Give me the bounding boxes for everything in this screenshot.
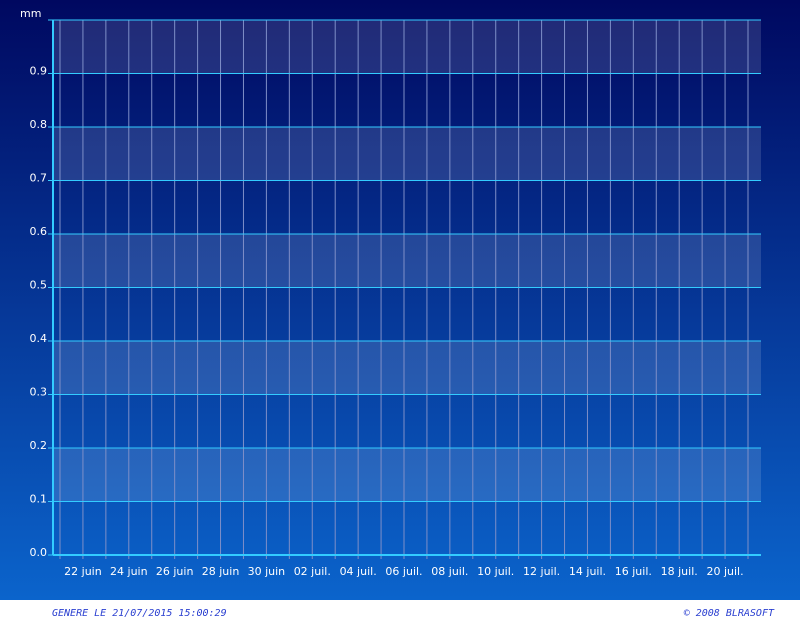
x-tick-label: 14 juil. <box>569 565 606 578</box>
x-tick-label: 08 juil. <box>431 565 468 578</box>
x-tick-label: 06 juil. <box>385 565 422 578</box>
x-tick-label: 10 juil. <box>477 565 514 578</box>
band <box>53 341 761 395</box>
y-tick-label: 0.7 <box>30 172 48 185</box>
x-tick-label: 30 juin <box>248 565 286 578</box>
y-axis-label: mm <box>20 7 41 20</box>
x-tick-label: 16 juil. <box>615 565 652 578</box>
generated-date: GENERE LE 21/07/2015 15:00:29 <box>52 608 227 619</box>
y-tick-label: 0.5 <box>30 279 48 292</box>
x-tick-label: 18 juil. <box>661 565 698 578</box>
band <box>53 502 761 556</box>
band <box>53 181 761 235</box>
x-tick-label: 24 juin <box>110 565 148 578</box>
band <box>53 20 761 74</box>
band <box>53 288 761 342</box>
copyright: © 2008 BLRASOFT <box>684 608 775 619</box>
y-tick-label: 0.0 <box>30 546 48 559</box>
y-tick-label: 0.3 <box>30 386 48 399</box>
x-tick-label: 26 juin <box>156 565 194 578</box>
x-tick-label: 20 juil. <box>706 565 743 578</box>
x-tick-label: 04 juil. <box>340 565 377 578</box>
y-tick-label: 0.8 <box>30 118 48 131</box>
background <box>0 0 800 600</box>
y-tick-label: 0.4 <box>30 332 48 345</box>
band <box>53 74 761 128</box>
y-tick-label: 0.9 <box>30 65 48 78</box>
x-tick-label: 12 juil. <box>523 565 560 578</box>
band <box>53 395 761 449</box>
x-tick-label: 22 juin <box>64 565 102 578</box>
footer-bar <box>0 600 800 630</box>
band <box>53 448 761 502</box>
x-tick-label: 02 juil. <box>294 565 331 578</box>
y-tick-label: 0.1 <box>30 493 48 506</box>
band <box>53 234 761 288</box>
y-tick-label: 0.2 <box>30 439 48 452</box>
y-tick-label: 0.6 <box>30 225 48 238</box>
band <box>53 127 761 181</box>
x-tick-label: 28 juin <box>202 565 240 578</box>
